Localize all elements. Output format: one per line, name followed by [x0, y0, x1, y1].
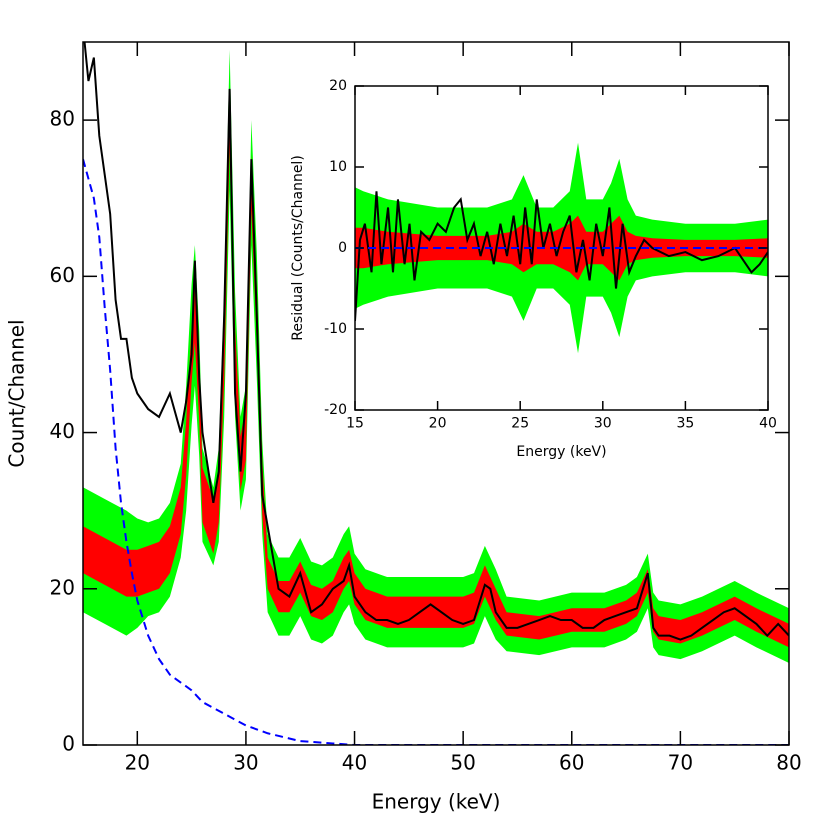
y-tick-label: 60	[50, 263, 75, 287]
x-axis-label: Energy (keV)	[372, 790, 501, 814]
series-line	[83, 42, 789, 641]
series-line	[83, 158, 789, 745]
error-band	[355, 215, 768, 281]
x-tick-label: 25	[511, 415, 529, 431]
x-tick-label: 30	[233, 751, 258, 775]
plot-area	[355, 142, 768, 354]
x-tick-label: 40	[759, 415, 777, 431]
x-tick-label: 20	[429, 415, 447, 431]
y-axis-label: Residual (Counts/Channel)	[290, 155, 306, 341]
y-tick-label: 20	[329, 78, 347, 94]
y-tick-label: 40	[50, 419, 75, 443]
x-tick-label: 40	[342, 751, 367, 775]
y-tick-label: 10	[329, 159, 347, 175]
y-tick-label: -20	[324, 402, 347, 418]
y-tick-label: 0	[62, 732, 75, 756]
x-tick-label: 70	[668, 751, 693, 775]
x-tick-label: 80	[776, 751, 801, 775]
error-band	[83, 92, 789, 648]
x-tick-label: 15	[346, 415, 364, 431]
x-tick-label: 35	[676, 415, 694, 431]
x-axis-label: Energy (keV)	[516, 444, 606, 460]
y-tick-label: 80	[50, 107, 75, 131]
x-tick-label: 60	[559, 751, 584, 775]
plot-area	[83, 42, 789, 745]
x-tick-label: 50	[450, 751, 475, 775]
y-tick-label: 20	[50, 575, 75, 599]
x-tick-label: 20	[125, 751, 150, 775]
y-axis-label: Count/Channel	[5, 319, 29, 467]
series-line	[355, 191, 768, 321]
y-tick-label: -10	[324, 321, 347, 337]
plot-frame	[82, 41, 790, 746]
x-tick-label: 30	[594, 415, 612, 431]
y-tick-label: 0	[338, 240, 347, 256]
